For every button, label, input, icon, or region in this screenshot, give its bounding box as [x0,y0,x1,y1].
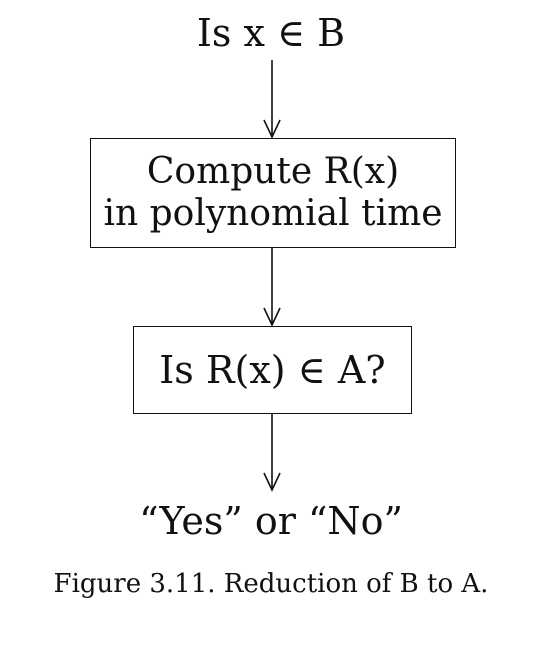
compute-box-line1: Compute R(x) [146,151,400,192]
figure-caption: Figure 3.11. Reduction of B to A. [53,569,489,599]
arrow-input-to-compute [263,60,281,139]
input-question-label: Is x ∈ B [196,11,346,55]
arrow-question-to-output [263,414,281,492]
question-box-label: Is R(x) ∈ A? [159,348,386,392]
arrow-compute-to-question [263,248,281,327]
compute-reduction-box: Compute R(x) in polynomial time [90,138,456,248]
compute-box-line2: in polynomial time [103,193,443,234]
membership-question-box: Is R(x) ∈ A? [133,326,412,414]
output-answer-label: “Yes” or “No” [139,499,403,543]
